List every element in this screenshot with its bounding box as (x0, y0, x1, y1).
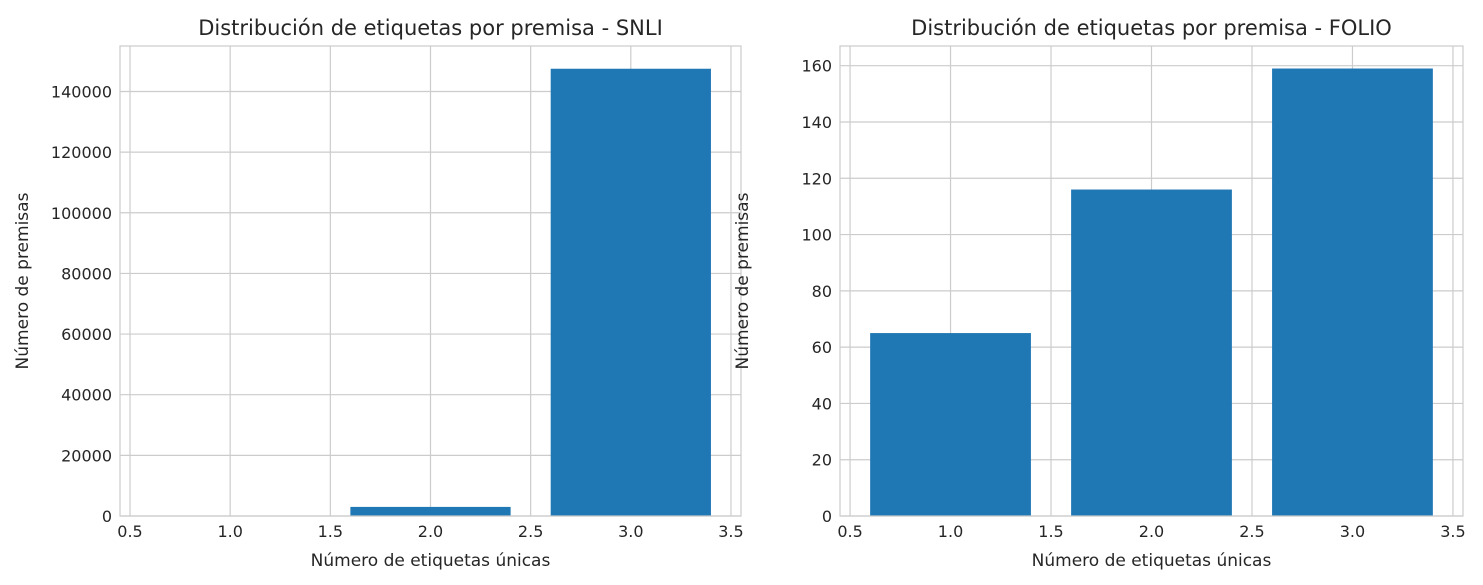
chart-folio-y-axis-label: Número de premisas (733, 192, 753, 369)
chart-folio-x-ticks: 0.5 1.0 1.5 2.0 2.5 3.0 3.5 (837, 522, 1465, 541)
chart-snli-y-tick-label: 0 (102, 507, 112, 526)
chart-snli-y-tick-label: 20000 (61, 446, 112, 465)
chart-snli-x-tick-label: 3.0 (618, 522, 643, 541)
chart-folio-y-tick-label: 140 (801, 113, 832, 132)
chart-folio-bar-3 (1272, 68, 1433, 517)
chart-folio-y-tick-label: 160 (801, 57, 832, 76)
chart-snli-x-tick-label: 1.0 (217, 522, 242, 541)
chart-snli-bar-2 (350, 506, 511, 516)
chart-snli-x-tick-label: 3.5 (718, 522, 743, 541)
chart-snli-y-tick-label: 60000 (61, 325, 112, 344)
chart-snli-y-tick-label: 140000 (51, 82, 112, 101)
chart-folio-y-tick-label: 40 (812, 394, 832, 413)
chart-folio: 0.5 1.0 1.5 2.0 2.5 3.0 3.5 0 20 40 60 80 100 120 140… (733, 16, 1466, 571)
chart-snli-y-tick-label: 120000 (51, 143, 112, 162)
chart-folio-x-axis-label: Número de etiquetas únicas (1032, 551, 1272, 571)
chart-folio-y-tick-label: 0 (822, 507, 832, 526)
chart-folio-plot-frame (839, 45, 1464, 517)
chart-snli: 0.5 1.0 1.5 2.0 2.5 3.0 3.5 0 20000 40000 60000 80… (13, 16, 744, 571)
chart-folio-bar-1 (870, 333, 1031, 516)
chart-folio-x-tick-label: 2.5 (1239, 522, 1264, 541)
chart-snli-bar-3 (550, 68, 711, 516)
chart-folio-y-tick-label: 80 (812, 282, 832, 301)
chart-snli-x-tick-label: 2.0 (418, 522, 443, 541)
chart-snli-title: Distribución de etiquetas por premisa - … (198, 16, 663, 40)
chart-folio-title: Distribución de etiquetas por premisa - … (911, 16, 1392, 40)
chart-snli-y-axis-label: Número de premisas (13, 192, 33, 369)
chart-folio-y-tick-label: 60 (812, 338, 832, 357)
chart-folio-y-ticks: 0 20 40 60 80 100 120 140 160 (801, 57, 832, 526)
chart-snli-x-tick-label: 2.5 (518, 522, 543, 541)
chart-snli-y-tick-label: 100000 (51, 204, 112, 223)
chart-snli-y-ticks: 0 20000 40000 60000 80000 100000 120000 140000 (51, 82, 112, 526)
chart-folio-x-tick-label: 3.0 (1340, 522, 1365, 541)
chart-folio-x-tick-label: 1.5 (1038, 522, 1063, 541)
chart-folio-x-tick-label: 1.0 (938, 522, 963, 541)
chart-snli-x-tick-label: 1.5 (318, 522, 343, 541)
chart-folio-y-tick-label: 120 (801, 169, 832, 188)
chart-folio-x-tick-label: 3.5 (1440, 522, 1465, 541)
chart-snli-y-tick-label: 40000 (61, 386, 112, 405)
chart-folio-bars (870, 68, 1433, 517)
chart-folio-bar-2 (1071, 189, 1232, 516)
chart-snli-x-ticks: 0.5 1.0 1.5 2.0 2.5 3.0 3.5 (117, 522, 743, 541)
chart-folio-y-tick-label: 100 (801, 226, 832, 245)
chart-snli-x-axis-label: Número de etiquetas únicas (311, 551, 551, 571)
chart-folio-y-tick-label: 20 (812, 451, 832, 470)
chart-folio-x-tick-label: 2.0 (1139, 522, 1164, 541)
chart-folio-x-tick-label: 0.5 (837, 522, 862, 541)
chart-snli-y-tick-label: 80000 (61, 264, 112, 283)
chart-snli-x-tick-label: 0.5 (117, 522, 142, 541)
chart-snli-bars (150, 68, 711, 516)
chart-snli-plot-frame (119, 45, 742, 517)
